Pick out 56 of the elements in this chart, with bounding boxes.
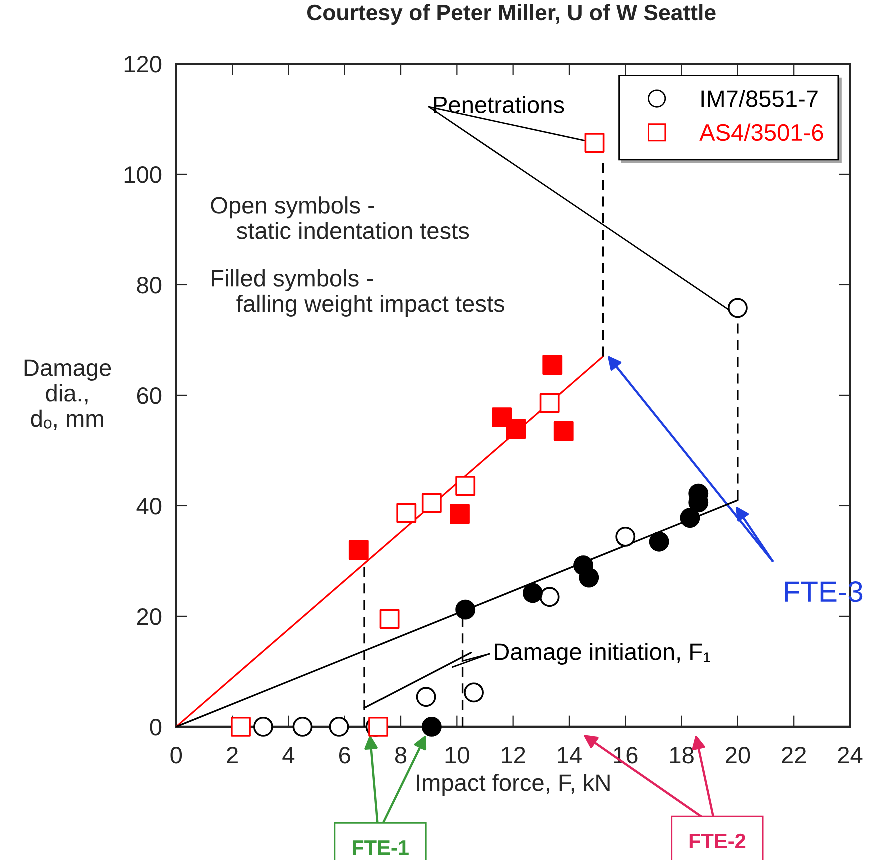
- chart-title: Courtesy of Peter Miller, U of W Seattle: [308, 4, 716, 26]
- text: FTE-2: [690, 834, 746, 848]
- legend-label: AS4/3501-6: [700, 124, 824, 142]
- x-tick-label: 2: [227, 747, 238, 764]
- x-tick-label: 18: [670, 747, 694, 764]
- x-tick-label: 22: [782, 747, 806, 764]
- point: [456, 476, 476, 496]
- point: [348, 540, 369, 560]
- point: [464, 682, 484, 703]
- x-tick-label: 12: [502, 747, 526, 764]
- y-tick-label: 0: [150, 719, 162, 736]
- x-tick-label: 24: [838, 747, 863, 764]
- point: [523, 583, 543, 604]
- point: [450, 504, 470, 524]
- annotation: Penetrations: [434, 96, 564, 114]
- legend-label: IM7/8551-7: [702, 90, 818, 108]
- x-tick-label: 8: [395, 747, 407, 764]
- point: [579, 568, 600, 588]
- point: [540, 587, 560, 608]
- y-tick-label: 20: [137, 608, 162, 626]
- x-tick-label: 20: [726, 747, 750, 764]
- x-tick-label: 10: [446, 747, 470, 764]
- point: [422, 717, 442, 737]
- point: [554, 421, 574, 442]
- x-tick-label: 4: [282, 747, 295, 764]
- point: [728, 298, 748, 318]
- y-tick-label: 100: [124, 166, 162, 184]
- point: [416, 687, 436, 708]
- x-tick-label: 6: [339, 747, 350, 764]
- y-tick-label: 40: [136, 498, 162, 515]
- point: [329, 717, 350, 737]
- point: [584, 133, 605, 153]
- x-tick-label: 14: [558, 747, 582, 764]
- point: [396, 503, 417, 524]
- annotation: Open symbols - static indentation tests: [211, 196, 470, 240]
- text: FTE-1: [352, 840, 409, 855]
- x-axis-title: Impact force, F, kN: [417, 774, 610, 796]
- point: [540, 393, 560, 414]
- point: [231, 717, 251, 737]
- point: [380, 609, 400, 630]
- y-tick-label: 60: [137, 388, 162, 404]
- point: [649, 532, 670, 552]
- point: [616, 526, 636, 547]
- point: [542, 355, 563, 376]
- point: [456, 600, 476, 620]
- annotation: Filled symbols - falling weight impact tests: [212, 270, 505, 317]
- point: [422, 493, 442, 514]
- y-axis-title: Damage dia., dₒ, mm: [24, 360, 112, 430]
- point: [680, 508, 700, 528]
- y-tick-label: 120: [124, 56, 162, 73]
- point: [253, 717, 274, 737]
- point: [292, 717, 313, 737]
- point: [506, 419, 526, 440]
- y-tick-label: 80: [137, 277, 162, 294]
- x-tick-label: 0: [170, 747, 182, 764]
- annotation: Damage initiation, F₁: [495, 643, 710, 666]
